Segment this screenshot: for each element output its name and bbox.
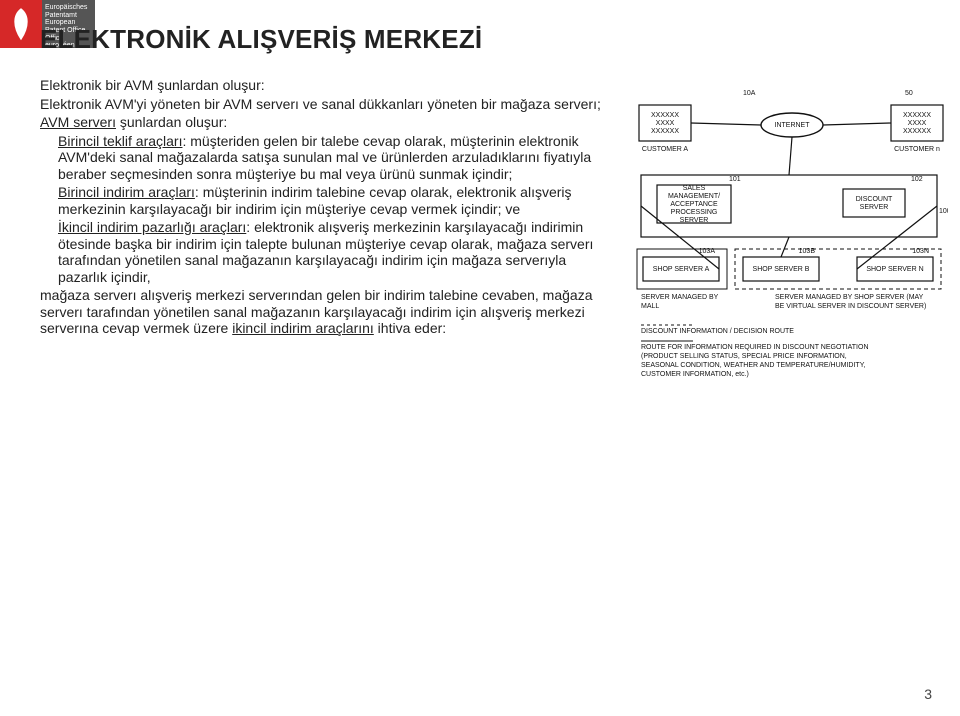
- svg-text:INTERNET: INTERNET: [775, 122, 811, 129]
- svg-text:BE VIRTUAL SERVER IN DISCOUNT: BE VIRTUAL SERVER IN DISCOUNT SERVER): [775, 303, 926, 310]
- svg-text:102: 102: [911, 176, 923, 183]
- text-run: Elektronik bir AVM şunlardan oluşur:: [40, 77, 265, 93]
- svg-text:XXXX: XXXX: [656, 120, 675, 127]
- content: ELEKTRONİK ALIŞVERİŞ MERKEZİ Elektronik …: [40, 24, 930, 412]
- epo-logo-mark: [0, 0, 42, 48]
- page-title: ELEKTRONİK ALIŞVERİŞ MERKEZİ: [40, 24, 930, 55]
- logo-line: Europäisches: [45, 4, 92, 12]
- svg-text:SERVER: SERVER: [860, 204, 889, 211]
- svg-text:DISCOUNT INFORMATION / DECISIO: DISCOUNT INFORMATION / DECISION ROUTE: [641, 328, 794, 335]
- svg-text:DISCOUNT: DISCOUNT: [856, 196, 893, 203]
- svg-text:100: 100: [939, 208, 948, 215]
- logo-line: Patentamt: [45, 12, 92, 20]
- body-row: Elektronik bir AVM şunlardan oluşur: Elek…: [40, 77, 930, 412]
- svg-text:101: 101: [729, 176, 741, 183]
- text-run: Birincil teklif araçları: [58, 133, 182, 149]
- page-number: 3: [924, 686, 932, 702]
- svg-text:MALL: MALL: [641, 303, 659, 310]
- architecture-diagram: XXXXXXXXXXXXXXXXCUSTOMER AXXXXXXXXXXXXXX…: [633, 77, 948, 407]
- body-paragraph: Birincil teklif araçları: müşteriden gel…: [58, 133, 615, 183]
- text-run: mağaza serverı: [40, 287, 136, 303]
- text-run: ihtiva eder:: [374, 320, 446, 336]
- text-run: ikincil indirim araçlarını: [232, 320, 374, 336]
- slide: Europäisches Patentamt European Patent O…: [0, 0, 960, 716]
- svg-text:XXXXXX: XXXXXX: [903, 112, 931, 119]
- svg-text:SERVER MANAGED BY SHOP SERVER: SERVER MANAGED BY SHOP SERVER (MAY: [775, 294, 924, 301]
- svg-text:(PRODUCT SELLING STATUS, SPECI: (PRODUCT SELLING STATUS, SPECIAL PRICE I…: [641, 353, 847, 360]
- text-column: Elektronik bir AVM şunlardan oluşur: Elek…: [40, 77, 615, 339]
- text-run: AVM serverı: [40, 114, 116, 130]
- body-paragraph: Elektronik bir AVM şunlardan oluşur:: [40, 77, 615, 94]
- svg-text:SHOP SERVER A: SHOP SERVER A: [653, 266, 710, 273]
- svg-text:CUSTOMER n: CUSTOMER n: [894, 146, 940, 153]
- body-paragraph: Elektronik AVM'yi yöneten bir AVM server…: [40, 96, 615, 113]
- svg-text:XXXX: XXXX: [908, 120, 927, 127]
- svg-text:XXXXXX: XXXXXX: [651, 128, 679, 135]
- svg-text:CUSTOMER INFORMATION, etc.): CUSTOMER INFORMATION, etc.): [641, 371, 749, 378]
- svg-text:CUSTOMER A: CUSTOMER A: [642, 146, 688, 153]
- diagram-column: XXXXXXXXXXXXXXXXCUSTOMER AXXXXXXXXXXXXXX…: [633, 77, 930, 412]
- body-paragraph: İkincil indirim pazarlığı araçları: elek…: [58, 219, 615, 285]
- svg-text:SERVER MANAGED BY: SERVER MANAGED BY: [641, 294, 719, 301]
- svg-text:ROUTE FOR INFORMATION REQUIRED: ROUTE FOR INFORMATION REQUIRED IN DISCOU…: [641, 344, 869, 351]
- body-paragraph: Birincil indirim araçları: müşterinin in…: [58, 184, 615, 217]
- svg-text:SEASONAL CONDITION, WEATHER AN: SEASONAL CONDITION, WEATHER AND TEMPERAT…: [641, 362, 865, 369]
- svg-text:MANAGEMENT/: MANAGEMENT/: [668, 193, 720, 200]
- text-run: İkincil indirim pazarlığı araçları: [58, 219, 246, 235]
- text-run: Birincil indirim araçları: [58, 184, 195, 200]
- svg-text:XXXXXX: XXXXXX: [651, 112, 679, 119]
- svg-text:SHOP SERVER N: SHOP SERVER N: [866, 266, 923, 273]
- svg-text:SERVER: SERVER: [680, 217, 709, 224]
- svg-text:SALES: SALES: [683, 185, 706, 192]
- svg-text:ACCEPTANCE: ACCEPTANCE: [670, 201, 718, 208]
- svg-text:10A: 10A: [743, 90, 756, 97]
- svg-text:50: 50: [905, 90, 913, 97]
- body-paragraph: mağaza serverı alışveriş merkezi serverı…: [40, 287, 615, 337]
- svg-text:PROCESSING: PROCESSING: [671, 209, 718, 216]
- text-run: şunlardan oluşur:: [116, 114, 227, 130]
- body-paragraph: AVM serverı şunlardan oluşur:: [40, 114, 615, 131]
- svg-text:XXXXXX: XXXXXX: [903, 128, 931, 135]
- svg-text:SHOP SERVER B: SHOP SERVER B: [753, 266, 810, 273]
- text-run: Elektronik AVM'yi yöneten bir AVM server…: [40, 96, 601, 112]
